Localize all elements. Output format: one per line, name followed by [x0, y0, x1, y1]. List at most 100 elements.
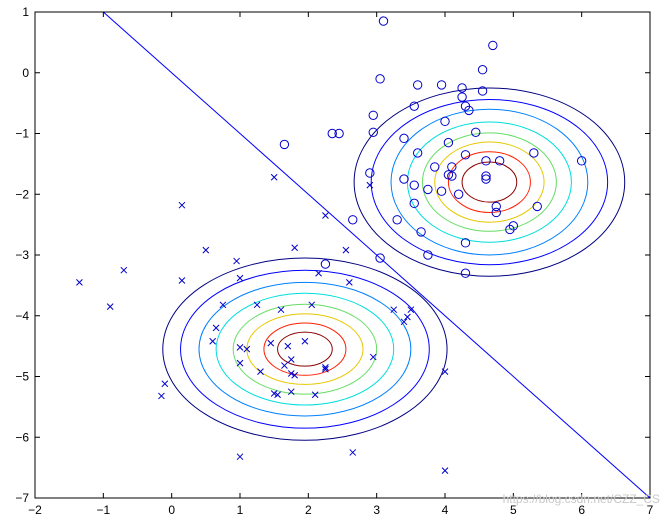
circle-marker [375, 253, 385, 263]
circle-marker [378, 16, 389, 26]
x-marker [441, 368, 449, 375]
circle-marker [453, 189, 464, 199]
circle-marker [440, 116, 450, 127]
circle-marker [375, 74, 385, 84]
x-marker [287, 370, 295, 377]
x-marker [243, 345, 251, 353]
x-marker [342, 246, 350, 254]
circle-marker [412, 148, 423, 158]
x-marker [366, 181, 374, 189]
x-marker [287, 388, 295, 396]
x-marker [281, 362, 288, 369]
contour-ring-2-8 [277, 331, 333, 367]
circle-marker [488, 40, 498, 51]
x-tick-label: 1 [237, 503, 244, 517]
circle-marker [399, 133, 409, 144]
x-tick-label: 5 [510, 503, 517, 517]
contour-ring-2-2 [180, 269, 430, 429]
y-tick-label: −6 [15, 430, 29, 444]
x-marker [291, 371, 299, 379]
x-tick-label: 7 [647, 503, 654, 517]
x-marker [345, 278, 353, 286]
contour-ring-2-3 [198, 281, 412, 417]
circle-marker [491, 201, 501, 212]
circle-marker [409, 198, 419, 209]
x-tick-label: 3 [373, 503, 380, 517]
circle-marker [471, 127, 481, 137]
tick-layer: −2 −1 0 1 2 3 4 5 6 7 1 0 −1 −2 −3 −4 −5 −6 −7 [15, 5, 653, 517]
circle-marker [416, 227, 426, 237]
contour-ring-1-8 [461, 161, 518, 203]
circle-marker [447, 162, 457, 172]
circle-marker [576, 156, 587, 166]
circle-marker [477, 65, 488, 75]
circle-marker [409, 101, 419, 111]
x-marker [301, 337, 309, 345]
circle-marker [412, 80, 423, 90]
x-tick-label: −1 [96, 503, 110, 517]
x-marker [349, 449, 357, 456]
circle-marker [460, 150, 471, 160]
x-marker [236, 343, 244, 351]
y-tick-label: 0 [22, 66, 29, 80]
x-marker [274, 391, 281, 399]
circle-marker [443, 137, 454, 148]
x-marker [291, 244, 299, 252]
x-marker [106, 303, 114, 310]
x-marker [322, 364, 329, 371]
contour-ring-1-6 [434, 141, 545, 223]
circle-marker [460, 268, 471, 278]
circle-marker [430, 162, 440, 172]
x-marker [161, 380, 169, 388]
circle-marker [481, 156, 491, 166]
x-marker [404, 313, 411, 321]
x-marker [277, 306, 285, 314]
circle-marker [481, 174, 491, 184]
y-tick-label: −1 [15, 127, 29, 141]
circle-marker [365, 168, 375, 178]
circle-marker [457, 92, 467, 102]
x-marker [322, 365, 329, 373]
circle-marker [320, 259, 331, 269]
x-marker [287, 356, 295, 363]
x-marker [236, 274, 244, 282]
contour-ring-2-5 [232, 303, 378, 395]
x-marker [178, 277, 186, 284]
x-marker [441, 467, 449, 475]
x-marker [311, 391, 319, 399]
circle-marker [409, 180, 419, 190]
x-marker [212, 324, 220, 332]
circle-marker [436, 186, 447, 196]
circle-marker [508, 221, 519, 231]
contour-ring-1-2 [370, 98, 609, 266]
x-tick-label: 4 [442, 503, 449, 517]
x-marker [390, 306, 398, 314]
x-tick-label: 2 [305, 503, 312, 517]
y-tick-label: 1 [22, 5, 29, 19]
x-marker [257, 368, 264, 375]
circle-marker [436, 80, 447, 90]
circle-marker [399, 174, 409, 184]
x-marker [219, 301, 227, 309]
contour-ring-2-4 [215, 292, 395, 406]
x-marker [202, 246, 210, 254]
circle-marker [505, 224, 515, 235]
circle-marker [477, 86, 488, 96]
x-marker [233, 257, 240, 265]
x-marker [236, 359, 244, 367]
x-marker [76, 278, 83, 286]
contour-ring-1-3 [390, 108, 589, 256]
circle-marker [327, 128, 337, 139]
x-marker [209, 337, 217, 345]
contour-ring-2-7 [263, 322, 347, 376]
x-marker [253, 301, 261, 309]
x-marker [270, 173, 278, 181]
x-marker [158, 392, 165, 400]
circle-marker [392, 215, 402, 225]
x-marker [400, 318, 408, 326]
y-tick-label: −3 [15, 248, 29, 262]
circle-marker [368, 127, 378, 137]
x-marker [236, 453, 244, 461]
circle-marker [491, 207, 501, 218]
